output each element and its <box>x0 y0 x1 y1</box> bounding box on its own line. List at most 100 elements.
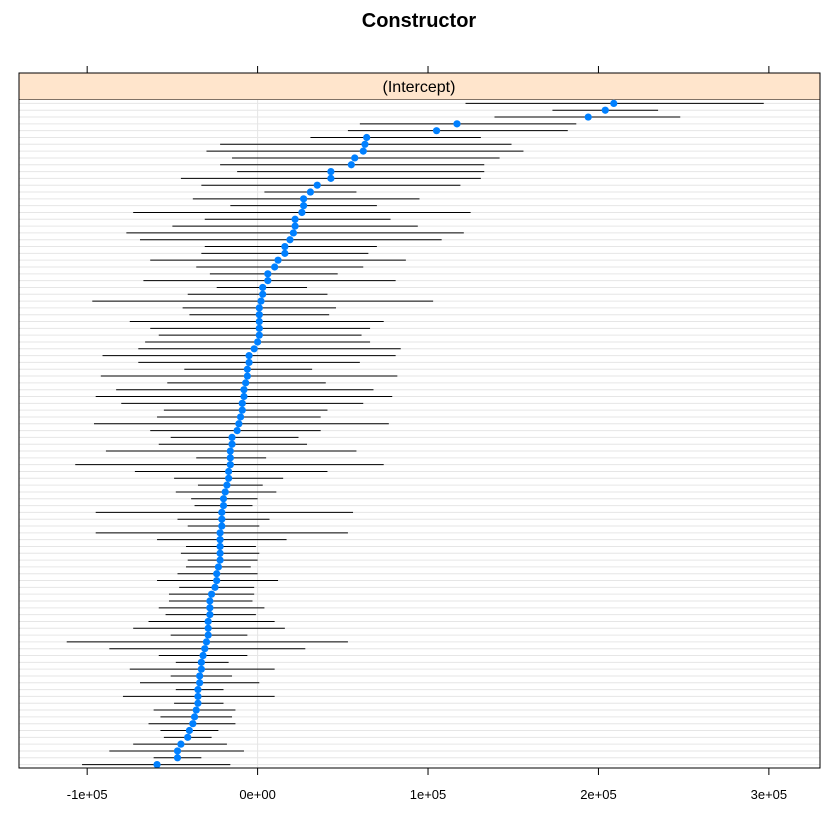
point-estimate <box>201 645 209 653</box>
panel-background <box>19 100 820 768</box>
point-estimate <box>233 426 241 435</box>
point-estimate <box>202 638 211 646</box>
point-estimate <box>432 127 441 135</box>
point-estimate <box>238 406 246 414</box>
point-estimate <box>291 215 299 223</box>
point-estimate <box>236 413 245 421</box>
point-estimate <box>274 256 282 264</box>
point-estimate <box>213 576 221 585</box>
point-estimate <box>235 420 243 428</box>
point-estimate <box>361 140 369 148</box>
point-estimate <box>225 467 233 476</box>
point-estimate <box>192 706 200 714</box>
point-estimate <box>255 311 263 319</box>
point-estimate <box>206 597 214 605</box>
point-estimate <box>214 563 222 571</box>
point-estimate <box>259 290 267 298</box>
point-estimate <box>173 754 182 762</box>
point-estimate <box>243 372 251 380</box>
point-estimate <box>245 352 253 360</box>
x-tick-label: 0e+00 <box>239 787 276 802</box>
point-estimate <box>610 99 618 108</box>
point-estimate <box>204 617 212 626</box>
chart-title: Constructor <box>362 10 477 32</box>
x-tick-label: 3e+05 <box>751 787 788 802</box>
point-estimate <box>300 202 308 210</box>
point-estimate <box>255 317 263 326</box>
point-estimate <box>264 277 272 285</box>
point-estimate <box>216 542 224 551</box>
point-estimate <box>271 263 279 271</box>
point-estimate <box>286 236 294 244</box>
point-estimate <box>363 133 371 142</box>
point-estimate <box>298 208 306 217</box>
point-estimate <box>291 222 299 230</box>
point-estimate <box>264 270 272 278</box>
point-estimate <box>219 495 228 503</box>
point-estimate <box>190 713 199 721</box>
point-estimate <box>584 113 592 121</box>
point-estimate <box>347 161 355 169</box>
strip-header <box>18 72 821 101</box>
point-estimate <box>196 679 204 687</box>
point-estimate <box>242 379 250 387</box>
point-estimate <box>281 249 289 257</box>
point-estimate <box>184 733 192 741</box>
point-estimate <box>255 331 263 339</box>
point-estimate <box>194 686 202 694</box>
point-estimate <box>240 392 248 401</box>
point-estimate <box>173 747 182 755</box>
top-axis-ticks <box>86 66 770 73</box>
point-estimate <box>206 604 214 612</box>
point-estimate <box>359 147 367 155</box>
point-estimate <box>216 529 224 537</box>
point-estimate <box>238 399 246 407</box>
point-estimate <box>216 549 224 557</box>
point-estimate <box>194 699 202 707</box>
x-tick-label: 1e+05 <box>410 787 447 802</box>
point-estimate <box>211 583 219 591</box>
point-estimate <box>259 283 267 292</box>
point-estimate <box>245 358 253 367</box>
strip-label: (Intercept) <box>383 79 456 96</box>
point-estimates <box>153 99 618 769</box>
point-estimate <box>601 106 609 114</box>
point-estimate <box>228 440 236 448</box>
point-estimate <box>216 556 224 564</box>
point-estimate <box>226 447 234 455</box>
point-estimate <box>207 590 216 598</box>
point-estimate <box>153 760 161 769</box>
point-estimate <box>253 338 262 346</box>
point-estimate <box>218 515 226 523</box>
point-estimate <box>257 297 265 305</box>
point-estimate <box>218 508 226 516</box>
point-estimate <box>289 229 297 237</box>
point-estimate <box>204 631 212 639</box>
point-estimate <box>351 154 359 162</box>
point-estimate <box>219 501 228 510</box>
point-estimate <box>255 324 263 332</box>
point-estimate <box>453 120 461 128</box>
point-estimate <box>228 433 236 442</box>
bottom-axis: -1e+05 0e+00 1e+05 2e+05 3e+05 <box>67 768 787 802</box>
point-estimate <box>197 658 205 666</box>
point-estimate <box>221 488 229 496</box>
point-estimate <box>327 167 335 176</box>
point-estimate <box>250 345 258 353</box>
point-estimate <box>226 454 234 462</box>
point-estimate <box>306 188 315 196</box>
point-estimate <box>281 242 289 251</box>
point-estimate <box>213 570 221 578</box>
point-estimate <box>226 461 234 469</box>
point-estimate <box>243 365 251 373</box>
x-tick-label: -1e+05 <box>67 787 108 802</box>
point-estimate <box>204 624 212 632</box>
point-estimate <box>313 181 321 189</box>
x-tick-label: 2e+05 <box>580 787 617 802</box>
point-estimate <box>255 304 263 312</box>
point-estimate <box>240 386 248 394</box>
point-estimate <box>223 481 231 489</box>
point-estimate <box>177 740 185 748</box>
point-estimate <box>185 726 194 735</box>
point-estimate <box>218 522 226 530</box>
